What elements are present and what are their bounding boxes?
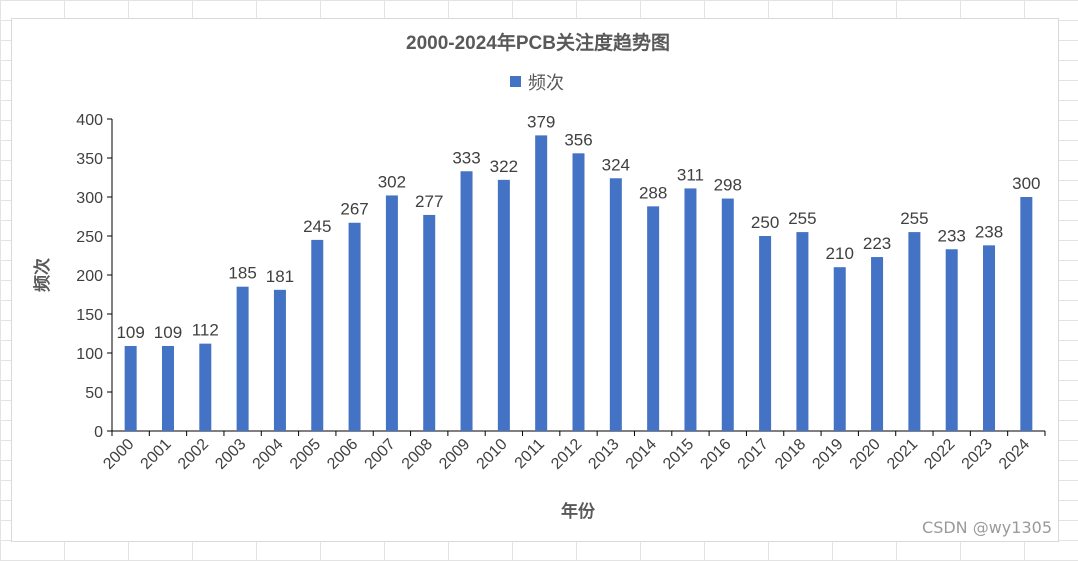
bar [945, 249, 958, 431]
bar [497, 179, 510, 431]
legend-swatch [510, 76, 521, 87]
data-label: 109 [116, 323, 144, 342]
y-tick-label: 250 [76, 229, 103, 246]
data-label: 255 [788, 209, 816, 228]
data-label: 109 [154, 323, 182, 342]
bar-chart: 2000-2024年PCB关注度趋势图 频次 频次 年份 0 50 100 150 20… [32, 31, 1046, 522]
data-label: 298 [714, 176, 742, 195]
bar [535, 135, 548, 431]
data-label: 302 [378, 172, 406, 191]
bar [273, 289, 286, 431]
y-tick-label: 300 [76, 190, 103, 207]
data-label: 311 [677, 165, 704, 184]
y-tick-label: 350 [76, 151, 103, 168]
legend-label: 频次 [528, 73, 564, 94]
data-label: 185 [228, 264, 256, 283]
x-tick-label: 2012 [548, 436, 585, 473]
x-tick-label: 2015 [660, 436, 697, 473]
data-label: 181 [266, 267, 294, 286]
bar [124, 345, 137, 431]
plot-layer: 0 50 100 150 200 250 300 350 400 109 2000 109 2001 11… [76, 112, 1046, 473]
x-tick-label: 2013 [585, 436, 622, 473]
x-tick-label: 2011 [512, 436, 548, 472]
x-tick-label: 2019 [809, 436, 846, 473]
x-tick-label: 2007 [362, 436, 399, 473]
x-tick-label: 2000 [100, 436, 137, 473]
bar [348, 222, 361, 431]
data-label: 322 [490, 157, 518, 176]
data-label: 238 [975, 222, 1003, 241]
bar [721, 198, 734, 431]
watermark: CSDN @wy1305 [922, 518, 1052, 537]
data-label: 288 [639, 183, 667, 202]
x-tick-label: 2021 [884, 436, 921, 473]
x-tick-label: 2014 [623, 436, 660, 473]
bar [572, 153, 585, 431]
bar [647, 206, 660, 431]
bar [161, 345, 174, 431]
data-label: 277 [415, 192, 443, 211]
x-tick-label: 2024 [996, 436, 1033, 473]
data-label: 210 [826, 244, 854, 263]
y-tick-label: 400 [76, 112, 103, 129]
data-label: 267 [340, 200, 368, 219]
y-tick-label: 0 [94, 424, 103, 441]
data-label: 245 [303, 217, 331, 236]
bar [311, 239, 324, 431]
bar [871, 257, 884, 431]
bar [983, 245, 996, 431]
data-label: 356 [564, 130, 592, 149]
data-label: 255 [900, 209, 928, 228]
bar [460, 171, 473, 431]
y-tick-label: 50 [85, 385, 103, 402]
x-tick-label: 2009 [436, 436, 473, 473]
bar [423, 214, 436, 431]
bar [759, 236, 772, 431]
data-label: 333 [452, 148, 480, 167]
x-tick-label: 2002 [175, 436, 212, 473]
x-tick-label: 2020 [847, 436, 884, 473]
data-label: 223 [863, 234, 891, 253]
x-tick-label: 2016 [697, 436, 734, 473]
data-label: 379 [527, 112, 555, 131]
y-tick-label: 200 [76, 268, 103, 285]
y-axis-title: 频次 [32, 258, 53, 292]
x-tick-label: 2006 [324, 436, 361, 473]
chart-title: 2000-2024年PCB关注度趋势图 [406, 31, 670, 54]
data-label: 233 [938, 226, 966, 245]
bar [684, 188, 697, 431]
data-label: 250 [751, 213, 779, 232]
x-tick-label: 2003 [212, 436, 249, 473]
x-tick-label: 2001 [138, 436, 175, 473]
data-label: 112 [192, 321, 219, 340]
bar [236, 286, 249, 431]
y-tick-label: 150 [76, 307, 103, 324]
data-label: 324 [602, 155, 630, 174]
x-tick-label: 2005 [287, 436, 324, 473]
bar [199, 343, 212, 431]
bar [1020, 197, 1033, 431]
x-tick-label: 2004 [250, 436, 287, 473]
x-tick-label: 2022 [921, 436, 958, 473]
x-tick-label: 2008 [399, 436, 436, 473]
y-tick-label: 100 [76, 346, 103, 363]
x-tick-label: 2010 [473, 436, 510, 473]
chart-area[interactable]: 2000-2024年PCB关注度趋势图 频次 频次 年份 0 50 100 150 20… [11, 18, 1059, 542]
bar [609, 178, 622, 431]
x-tick-label: 2023 [959, 436, 996, 473]
x-axis-title: 年份 [561, 501, 596, 522]
bar [385, 195, 398, 431]
bar [908, 232, 921, 431]
bar [833, 267, 846, 431]
x-tick-label: 2017 [735, 436, 772, 473]
data-label: 300 [1012, 174, 1040, 193]
x-tick-label: 2018 [772, 436, 809, 473]
bar [796, 232, 809, 431]
